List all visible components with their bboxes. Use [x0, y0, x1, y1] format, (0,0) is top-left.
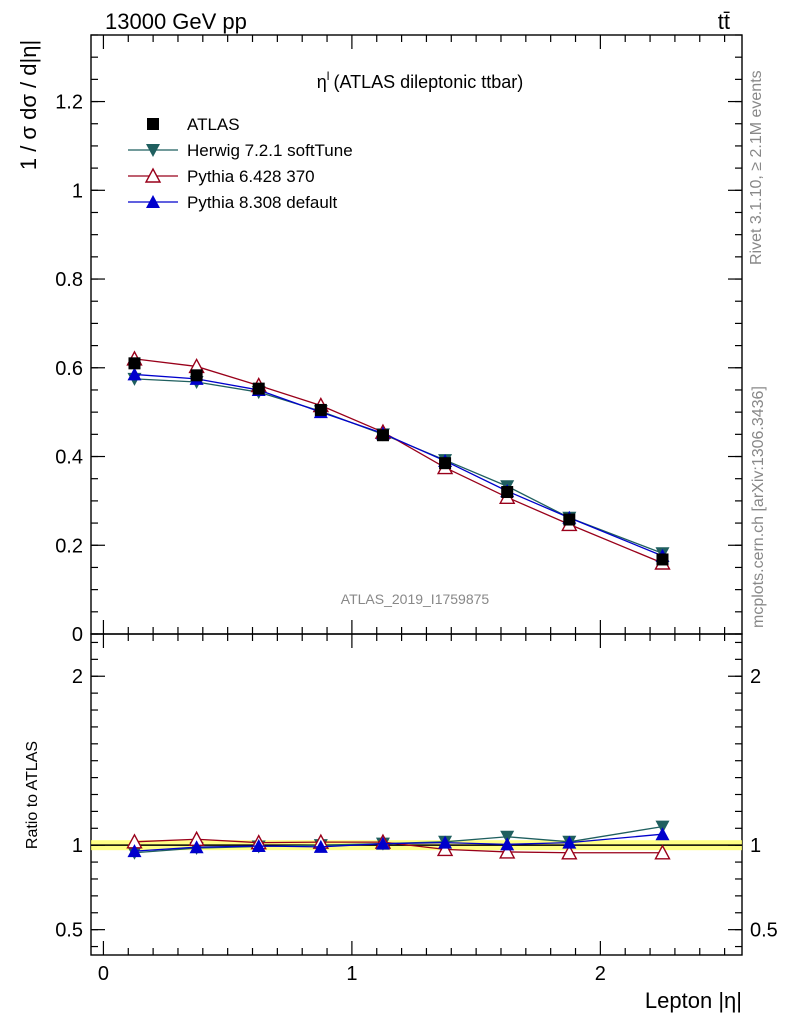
rivet-version-label: Rivet 3.1.10, ≥ 2.1M events: [748, 70, 765, 265]
y-tick-label: 1.2: [55, 92, 83, 114]
chart-title-superscript: l: [327, 69, 330, 83]
ratio-series-point: [189, 840, 204, 854]
chart-title-suffix: (ATLAS dileptonic ttbar): [333, 72, 523, 92]
series-point: [439, 457, 452, 470]
chart-title: ηl (ATLAS dileptonic ttbar): [317, 69, 523, 92]
ratio-series-point: [438, 835, 453, 849]
series-point: [127, 367, 142, 381]
main-y-axis: 0 0.2 0.4 0.6 0.8 1 1.2: [55, 34, 742, 646]
ratio-y-tick-label-right: 2: [750, 666, 761, 688]
x-axis-label: Lepton |η|: [645, 988, 742, 1013]
series-line: [134, 378, 663, 554]
ratio-series-point: [499, 843, 516, 859]
ratio-series-point: [500, 830, 515, 844]
header-left-label: 13000 GeV pp: [105, 9, 247, 34]
y-tick-label: 0.4: [55, 447, 83, 469]
ratio-series-point: [251, 839, 266, 853]
legend-entry-label: Pythia 8.308 default: [187, 193, 338, 212]
ratio-y-axis: 0.5 0.5 1 1 2 2: [55, 641, 778, 948]
series-point: [656, 553, 669, 566]
header-right-label: tt̄: [718, 9, 730, 34]
ratio-plot-series: [126, 820, 671, 860]
legend-entry-label: ATLAS: [187, 115, 240, 134]
series-point: [252, 382, 265, 395]
ratio-series-point: [562, 835, 577, 849]
ratio-y-tick-label: 0.5: [55, 920, 83, 942]
series-line: [134, 358, 663, 564]
ratio-series-point: [436, 840, 454, 857]
series-point: [190, 369, 203, 382]
ratio-series-point: [561, 844, 578, 860]
legend-marker: [147, 118, 159, 130]
ratio-y-tick-label-right: 1: [750, 835, 761, 857]
x-axis: 0 1 2: [98, 35, 726, 985]
ratio-series-point: [655, 827, 670, 841]
ratio-series-point: [655, 820, 670, 834]
ratio-y-tick-label-right: 0.5: [750, 920, 778, 942]
y-axis-label: 1 / σ dσ / d|η|: [16, 40, 41, 170]
series-line: [134, 373, 663, 557]
series-point: [501, 486, 514, 499]
x-tick-label: 2: [595, 963, 606, 985]
ratio-panel-frame: [90, 633, 743, 956]
series-point: [376, 429, 389, 442]
series-point: [314, 403, 327, 416]
ratio-y-tick-label: 1: [72, 835, 83, 857]
ratio-y-tick-label: 2: [72, 666, 83, 688]
chart-title-symbol: η: [317, 72, 327, 92]
legend-entry-label: Herwig 7.2.1 softTune: [187, 141, 353, 160]
analysis-id-label: ATLAS_2019_I1759875: [341, 591, 490, 607]
y-tick-label: 0.2: [55, 535, 83, 557]
series-point: [128, 357, 141, 370]
legend-entry-label: Pythia 6.428 370: [187, 167, 315, 186]
x-tick-label: 0: [98, 963, 109, 985]
x-tick-label: 1: [346, 963, 357, 985]
y-tick-label: 1: [72, 180, 83, 202]
ratio-series-point: [654, 844, 671, 860]
legend-marker: [146, 195, 160, 208]
ratio-series-point: [375, 836, 390, 850]
mcplots-label: mcplots.cern.ch [arXiv:1306.3436]: [750, 386, 767, 628]
ratio-series-point: [500, 837, 515, 851]
main-plot-series: [126, 350, 671, 570]
ratio-series-point: [127, 844, 142, 858]
ratio-y-axis-label: Ratio to ATLAS: [24, 741, 41, 849]
legend-marker: [144, 167, 162, 183]
legend-marker: [146, 144, 160, 157]
y-tick-label: 0: [72, 624, 83, 646]
y-tick-label: 0.6: [55, 358, 83, 380]
ratio-series-point: [313, 839, 328, 853]
y-tick-label: 0.8: [55, 269, 83, 291]
legend: ATLAS Herwig 7.2.1 softTune Pythia 6.428 3…: [128, 115, 353, 212]
series-point: [563, 513, 576, 526]
